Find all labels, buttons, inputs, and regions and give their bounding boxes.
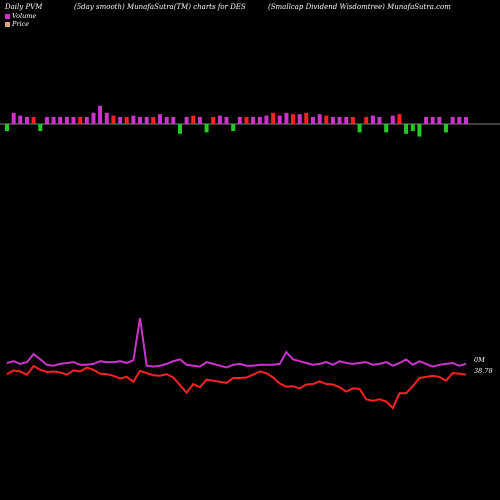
pvm-bar xyxy=(164,117,169,124)
pvm-bar xyxy=(317,114,322,124)
legend-price-swatch xyxy=(5,21,10,27)
company-name: (Smallcap Dividend Wisdomtree) MunafaSut… xyxy=(268,3,451,11)
pvm-bar xyxy=(5,124,9,131)
pvm-bar xyxy=(144,117,149,124)
pvm-bar xyxy=(171,117,176,124)
pvm-bar xyxy=(51,117,56,124)
pvm-bar xyxy=(357,124,362,133)
pvm-bar xyxy=(118,117,123,124)
pvm-bar xyxy=(78,117,83,124)
pvm-bar xyxy=(251,117,256,124)
pvm-bar xyxy=(191,115,196,124)
chart-title: (5day smooth) MunafaSutra(TM) charts for… xyxy=(74,3,246,11)
pvm-bar xyxy=(291,114,295,124)
pvm-bar xyxy=(337,117,342,124)
pvm-bar xyxy=(44,117,49,124)
pvm-bar xyxy=(277,115,282,124)
legend-volume-swatch xyxy=(5,13,10,19)
pvm-bar xyxy=(457,117,462,124)
pvm-bar xyxy=(178,124,182,134)
pvm-bar xyxy=(31,117,36,124)
pvm-bar xyxy=(11,112,16,124)
pvm-bar xyxy=(397,114,402,124)
pvm-bar xyxy=(370,115,375,124)
pvm-bar xyxy=(257,117,262,124)
pvm-bars xyxy=(5,105,468,137)
legend-price: Price xyxy=(5,20,29,28)
volume-last-label: 0M xyxy=(474,356,485,364)
price-series-line xyxy=(6,364,467,410)
pvm-bar xyxy=(450,117,455,124)
pvm-bar xyxy=(424,117,429,124)
pvm-bar xyxy=(58,117,63,124)
pvm-bar xyxy=(264,115,269,124)
price-last-label: 38.78 xyxy=(474,367,493,375)
pvm-bar xyxy=(38,124,43,131)
pvm-bar xyxy=(297,114,302,124)
pvm-bar xyxy=(104,112,109,124)
pvm-bar xyxy=(350,117,355,124)
pvm-bar xyxy=(384,124,389,133)
pvm-bar xyxy=(151,117,156,124)
pvm-bar xyxy=(464,117,468,124)
pvm-bar xyxy=(331,117,335,124)
pvm-bar xyxy=(404,124,409,134)
legend-price-label: Price xyxy=(12,20,30,28)
legend-volume: Volume xyxy=(5,12,36,20)
pvm-bar xyxy=(64,117,69,124)
pvm-bar xyxy=(417,124,422,137)
pvm-bar xyxy=(377,117,382,124)
pvm-bar xyxy=(284,112,289,124)
pvm-bar xyxy=(124,117,129,124)
pvm-bar xyxy=(444,124,448,133)
pvm-bar xyxy=(390,115,395,124)
pvm-bar xyxy=(244,117,249,124)
pvm-bar xyxy=(344,117,349,124)
pvm-bar xyxy=(138,117,142,124)
pvm-bar xyxy=(231,124,236,131)
pvm-bar xyxy=(158,114,162,124)
pvm-bar xyxy=(304,112,309,124)
pvm-bar xyxy=(311,117,315,124)
pvm-bar xyxy=(197,117,202,124)
pvm-bar xyxy=(18,115,23,124)
chart-type-label: Daily PVM xyxy=(5,3,43,11)
pvm-bar xyxy=(224,117,229,124)
pvm-bar xyxy=(91,112,96,124)
pvm-bar xyxy=(410,124,415,131)
pvm-bar xyxy=(430,117,435,124)
pvm-bar xyxy=(204,124,209,133)
pvm-bar xyxy=(71,117,76,124)
legend-volume-label: Volume xyxy=(12,12,37,20)
pvm-bar xyxy=(364,117,369,124)
pvm-bar xyxy=(324,115,329,124)
pvm-bar xyxy=(184,117,189,124)
pvm-bar xyxy=(211,117,216,124)
volume-series-line xyxy=(6,317,467,369)
pvm-bar xyxy=(437,117,442,124)
pvm-bar xyxy=(237,117,242,124)
pvm-bar xyxy=(111,115,116,124)
pvm-bar xyxy=(131,115,136,124)
pvm-bar xyxy=(25,117,29,124)
pvm-bar xyxy=(217,115,222,124)
pvm-bar xyxy=(84,117,89,124)
pvm-bar xyxy=(98,105,103,124)
pvm-bar xyxy=(271,112,276,124)
